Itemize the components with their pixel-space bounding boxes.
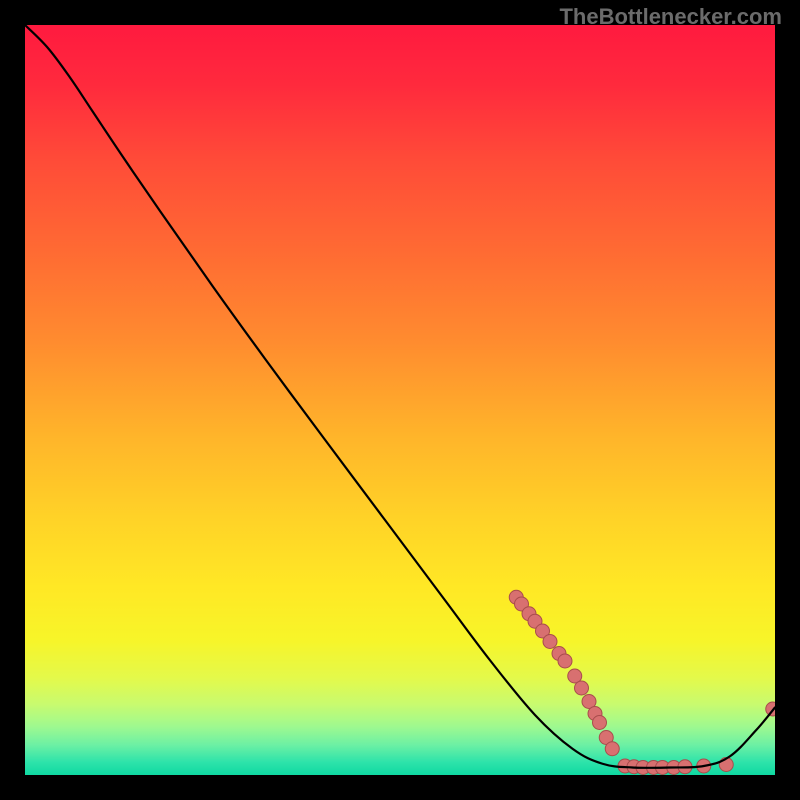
data-marker	[605, 742, 619, 756]
data-marker	[543, 635, 557, 649]
chart-container: TheBottlenecker.com	[0, 0, 800, 800]
bottleneck-plot	[25, 25, 775, 775]
plot-background	[25, 25, 775, 775]
data-marker	[558, 654, 572, 668]
data-marker	[575, 681, 589, 695]
data-marker	[593, 716, 607, 730]
